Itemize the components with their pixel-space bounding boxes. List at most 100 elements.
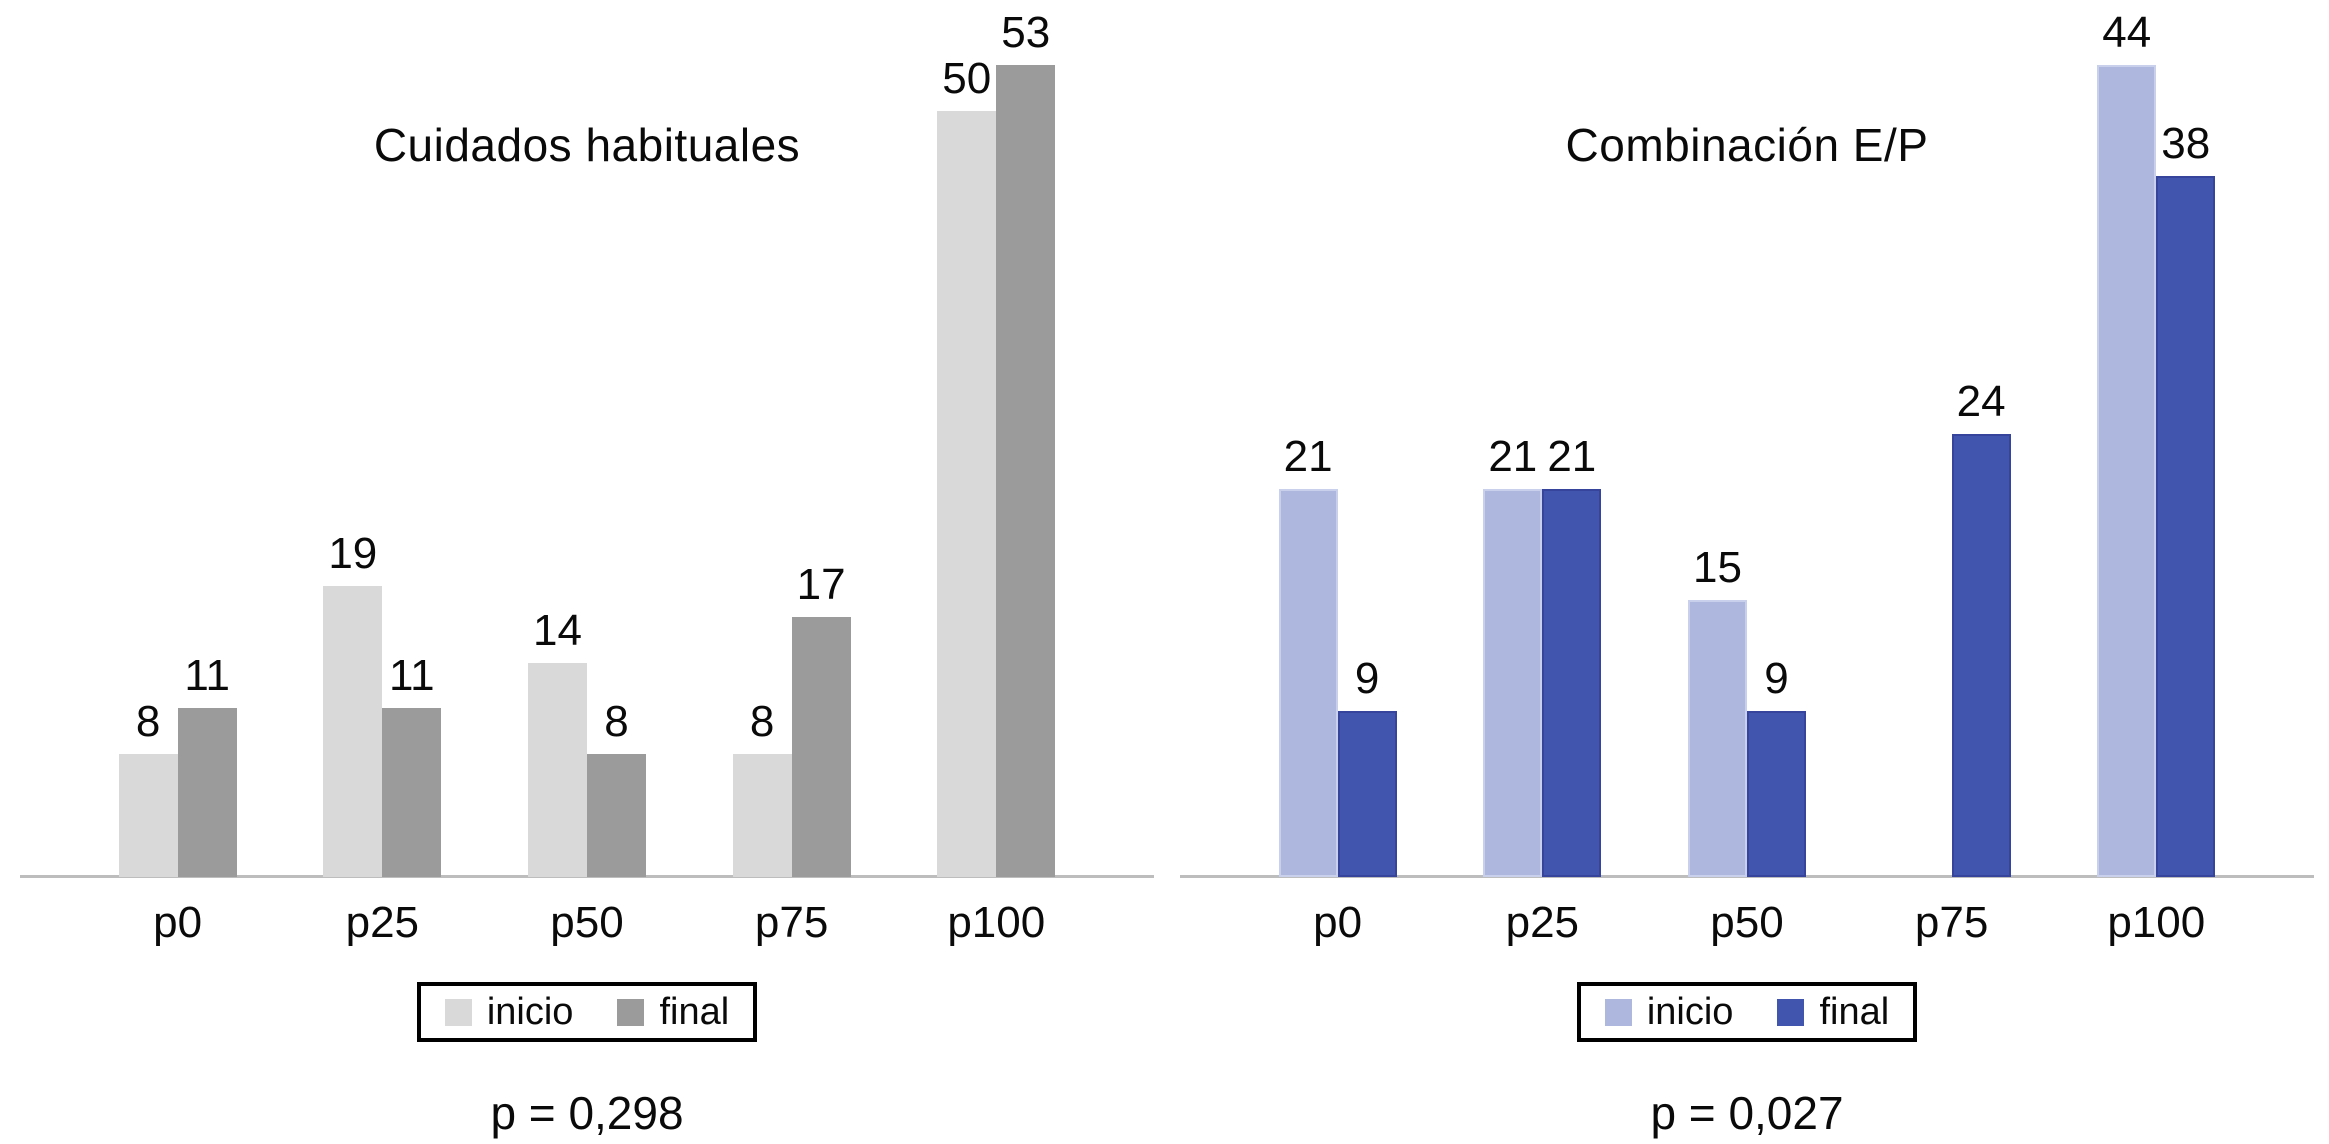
bar-slot-inicio: 15: [1687, 543, 1747, 877]
bar-final-p75: [1951, 434, 2011, 877]
bar-group-p50: 15 9 p50: [1687, 65, 1806, 947]
bar-pair: 50 53: [937, 11, 1056, 877]
bar-value-label: 17: [796, 560, 846, 609]
bar-inicio-p100: [2097, 65, 2157, 877]
legend-box: inicio final: [1576, 982, 1918, 1042]
bar-final-p75: [791, 617, 851, 877]
bar-value-label: 24: [1956, 377, 2006, 426]
bar-inicio-p100: [937, 111, 997, 877]
bar-pair: 44 38: [2097, 11, 2216, 877]
category-label-p25: p25: [1505, 898, 1580, 947]
legend-cuidados: inicio final: [12, 982, 1162, 1042]
bar-value-label: 14: [532, 606, 582, 655]
category-label-p0: p0: [153, 898, 203, 947]
bar-slot-final: 38: [2156, 119, 2216, 877]
bar-final-p100: [2156, 176, 2216, 877]
bar-pair: 21 9: [1278, 65, 1397, 877]
bar-slot-final: 9: [1337, 654, 1397, 877]
bar-slot-inicio: 14: [527, 606, 587, 877]
bar-inicio-p0: [1278, 489, 1338, 877]
legend-label-final: final: [1819, 991, 1890, 1033]
bar-final-p100: [996, 65, 1056, 877]
legend-item-inicio: inicio: [1604, 991, 1734, 1033]
bar-value-label: 9: [1764, 654, 1789, 703]
legend-label-inicio: inicio: [486, 991, 574, 1033]
bar-final-p0: [177, 708, 237, 877]
bar-value-label: 38: [2161, 119, 2211, 168]
bar-final-p0: [1337, 711, 1397, 877]
bar-group-p100: 44 38 p100: [2097, 11, 2216, 947]
bar-value-label: 21: [1488, 432, 1538, 481]
bar-value-label: 19: [328, 529, 378, 578]
bar-inicio-p0: [118, 754, 178, 877]
bar-pair: 8 17: [732, 65, 851, 877]
category-label-p75: p75: [754, 898, 829, 947]
bar-value-label: 8: [135, 697, 161, 746]
chart-panel-cuidados-habituales: Cuidados habituales 8 11 p0 19 11 p25 14 8 p50 8 1…: [12, 0, 1162, 1144]
bar-group-p75: 24 p75: [1893, 65, 2011, 947]
bar-pair: 21 21: [1483, 65, 1602, 877]
bar-slot-final: 9: [1746, 654, 1806, 877]
bar-pair: 15 9: [1687, 65, 1806, 877]
bar-inicio-p25: [323, 586, 383, 877]
bar-value-label: 44: [2102, 8, 2152, 57]
bar-inicio-p75: [732, 754, 792, 877]
plot-area-combinacion: 21 9 p0 21 21 p25 15 9 p50 24 p75 44 38 p100: [1192, 11, 2302, 947]
bar-final-p25: [1542, 489, 1602, 877]
bar-pair: 19 11: [323, 65, 442, 877]
legend-swatch-inicio: [1604, 998, 1632, 1026]
bar-value-label: 11: [388, 651, 435, 700]
bar-group-p0: 8 11 p0: [118, 65, 237, 947]
legend-item-final: final: [1777, 993, 1889, 1031]
legend-swatch-inicio: [444, 998, 472, 1026]
bar-slot-final: 24: [1951, 377, 2011, 877]
bar-slot-inicio: 50: [937, 57, 997, 877]
bar-slot-final: 21: [1542, 435, 1602, 877]
category-label-p100: p100: [2107, 898, 2206, 947]
bar-final-p50: [586, 754, 646, 877]
legend-swatch-final: [617, 998, 645, 1026]
category-label-p50: p50: [550, 898, 624, 947]
bar-group-p25: 21 21 p25: [1483, 65, 1602, 947]
bar-slot-final: 8: [586, 697, 646, 877]
bar-slot-inicio: 21: [1483, 432, 1543, 877]
bar-slot-final: 11: [177, 651, 237, 877]
bar-value-label: 11: [184, 651, 230, 700]
legend-swatch-final: [1777, 998, 1805, 1026]
bar-value-label: 8: [749, 697, 775, 746]
legend-label-inicio: inicio: [1646, 991, 1734, 1033]
category-label-p75: p75: [1914, 898, 1989, 947]
bar-slot-inicio: 44: [2097, 8, 2157, 877]
chart-title-combinacion: Combinación E/P: [1565, 119, 1929, 171]
bar-group-p0: 21 9 p0: [1278, 65, 1397, 947]
legend-item-inicio: inicio: [444, 991, 574, 1033]
bar-value-label: 8: [604, 697, 629, 746]
bar-value-label: 15: [1692, 543, 1742, 592]
bar-slot-inicio: 19: [323, 529, 383, 877]
legend-box: inicio final: [416, 982, 758, 1042]
bar-inicio-p50: [1687, 600, 1747, 877]
bar-value-label: 53: [1001, 8, 1051, 57]
bar-slot-inicio: 8: [118, 697, 178, 877]
chart-panel-combinacion-ep: Combinación E/P 21 9 p0 21 21 p25 15 9 p50 24 p75 4…: [1172, 0, 2322, 1144]
legend-item-final: final: [617, 993, 729, 1031]
bar-slot-final: 53: [996, 8, 1056, 877]
bar-group-p75: 8 17 p75: [732, 65, 851, 947]
legend-label-final: final: [659, 991, 730, 1033]
bar-slot-final: 11: [382, 651, 442, 877]
p-value-label-cuidados: p = 0,298: [490, 1087, 684, 1139]
legend-combinacion: inicio final: [1172, 982, 2322, 1042]
bar-value-label: 21: [1283, 432, 1333, 481]
chart-title-cuidados: Cuidados habituales: [373, 119, 801, 171]
bar-final-p50: [1746, 711, 1806, 877]
bar-pair: 14 8: [527, 65, 646, 877]
bar-pair: 8 11: [118, 65, 237, 877]
bar-inicio-p50: [527, 663, 587, 877]
bar-slot-final: 17: [791, 560, 851, 877]
bar-slot-inicio: 8: [732, 697, 792, 877]
bar-value-label: 9: [1354, 654, 1380, 703]
category-label-p100: p100: [947, 898, 1046, 947]
plot-area-cuidados: 8 11 p0 19 11 p25 14 8 p50 8 17 p75 50 53 p100: [32, 11, 1142, 947]
bar-pair: 24: [1893, 65, 2011, 877]
